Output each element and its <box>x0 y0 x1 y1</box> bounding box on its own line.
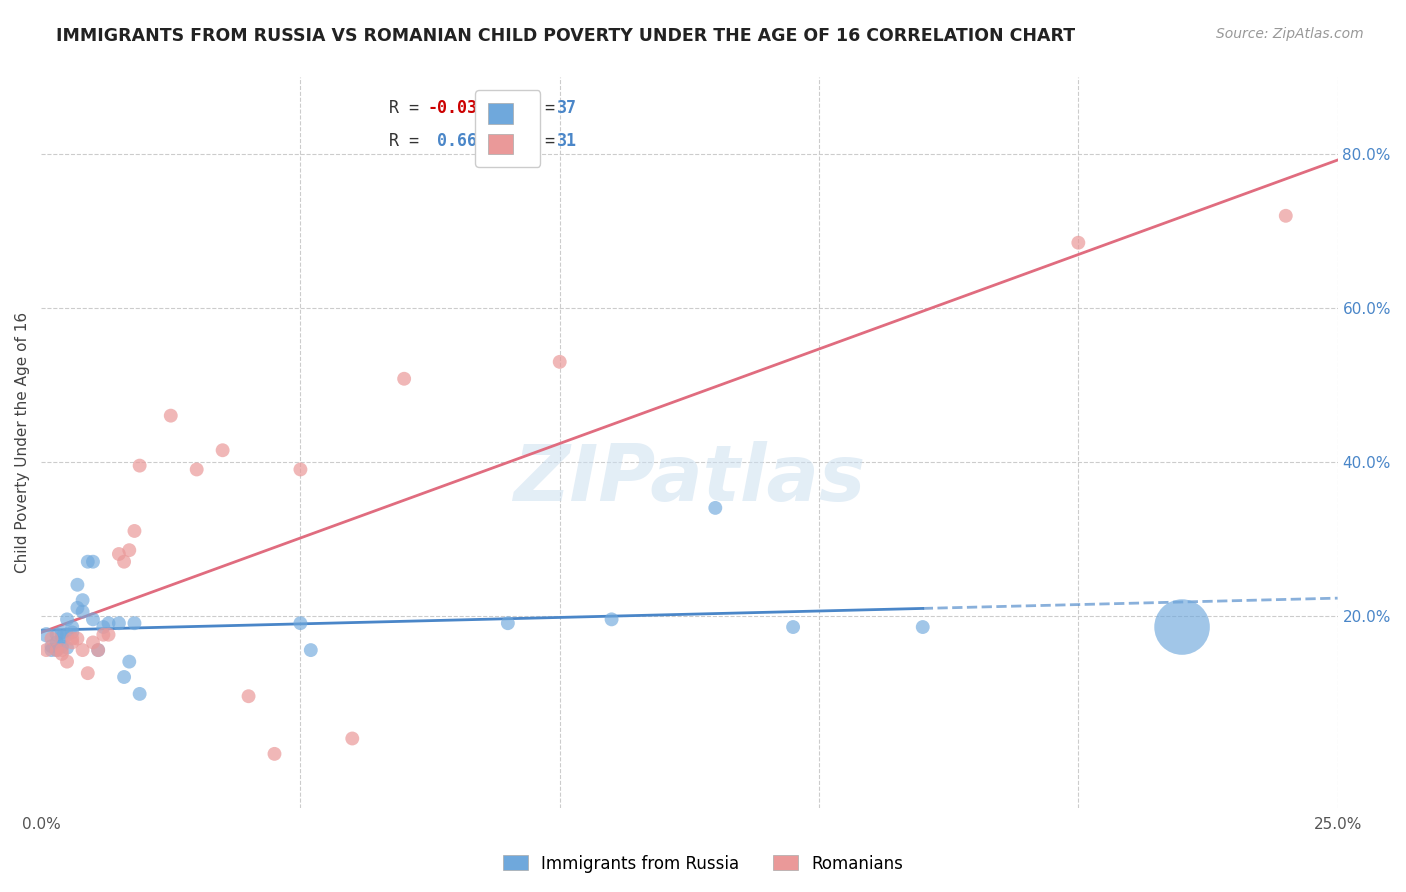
Point <box>51 643 73 657</box>
Point <box>124 524 146 538</box>
Point <box>128 687 150 701</box>
Point <box>45 628 67 642</box>
Point <box>211 443 233 458</box>
Point <box>600 612 623 626</box>
Point <box>51 625 73 640</box>
Text: Source: ZipAtlas.com: Source: ZipAtlas.com <box>1216 27 1364 41</box>
Point <box>76 555 98 569</box>
Text: 37: 37 <box>557 99 576 117</box>
Point <box>782 620 804 634</box>
Point <box>56 612 79 626</box>
Y-axis label: Child Poverty Under the Age of 16: Child Poverty Under the Age of 16 <box>15 312 30 574</box>
Point <box>72 593 94 607</box>
Text: IMMIGRANTS FROM RUSSIA VS ROMANIAN CHILD POVERTY UNDER THE AGE OF 16 CORRELATION: IMMIGRANTS FROM RUSSIA VS ROMANIAN CHILD… <box>56 27 1076 45</box>
Point <box>108 547 131 561</box>
Point <box>35 643 58 657</box>
Point <box>51 640 73 654</box>
Point <box>82 612 104 626</box>
Point <box>45 635 67 649</box>
Point <box>118 543 141 558</box>
Point <box>56 628 79 642</box>
Point <box>87 643 110 657</box>
Text: -0.036: -0.036 <box>427 99 488 117</box>
Point <box>93 620 115 634</box>
Point <box>112 670 135 684</box>
Point <box>1067 235 1090 250</box>
Point <box>60 625 83 640</box>
Legend: Immigrants from Russia, Romanians: Immigrants from Russia, Romanians <box>496 848 910 880</box>
Text: R =: R = <box>388 132 429 150</box>
Point <box>112 555 135 569</box>
Point <box>1171 620 1194 634</box>
Point <box>128 458 150 473</box>
Text: R =: R = <box>388 99 429 117</box>
Point <box>60 632 83 646</box>
Point <box>41 632 63 646</box>
Point <box>108 616 131 631</box>
Text: N =: N = <box>505 99 565 117</box>
Point <box>299 643 322 657</box>
Point <box>1274 209 1296 223</box>
Point <box>93 628 115 642</box>
Point <box>60 620 83 634</box>
Point <box>342 731 364 746</box>
Point <box>41 643 63 657</box>
Point <box>911 620 934 634</box>
Point <box>76 666 98 681</box>
Point <box>51 630 73 644</box>
Point <box>238 690 260 704</box>
Point <box>66 578 89 592</box>
Point <box>118 655 141 669</box>
Point <box>392 372 415 386</box>
Point <box>87 643 110 657</box>
Point <box>263 747 285 761</box>
Point <box>496 616 519 631</box>
Point <box>66 632 89 646</box>
Point <box>72 605 94 619</box>
Point <box>56 640 79 655</box>
Point <box>290 616 312 631</box>
Point <box>290 462 312 476</box>
Point <box>41 640 63 654</box>
Point <box>72 643 94 657</box>
Text: 31: 31 <box>557 132 576 150</box>
Point <box>35 628 58 642</box>
Text: 0.668: 0.668 <box>427 132 488 150</box>
Point <box>704 500 727 515</box>
Point <box>60 635 83 649</box>
Point <box>82 635 104 649</box>
Point <box>56 655 79 669</box>
Point <box>51 647 73 661</box>
Point <box>97 616 120 631</box>
Text: N =: N = <box>505 132 565 150</box>
Point <box>159 409 181 423</box>
Point <box>186 462 208 476</box>
Point <box>124 616 146 631</box>
Point <box>45 643 67 657</box>
Point <box>82 555 104 569</box>
Legend: , : , <box>475 90 540 167</box>
Point <box>97 628 120 642</box>
Point <box>45 643 67 657</box>
Text: ZIPatlas: ZIPatlas <box>513 441 866 517</box>
Point <box>548 355 571 369</box>
Point <box>66 600 89 615</box>
